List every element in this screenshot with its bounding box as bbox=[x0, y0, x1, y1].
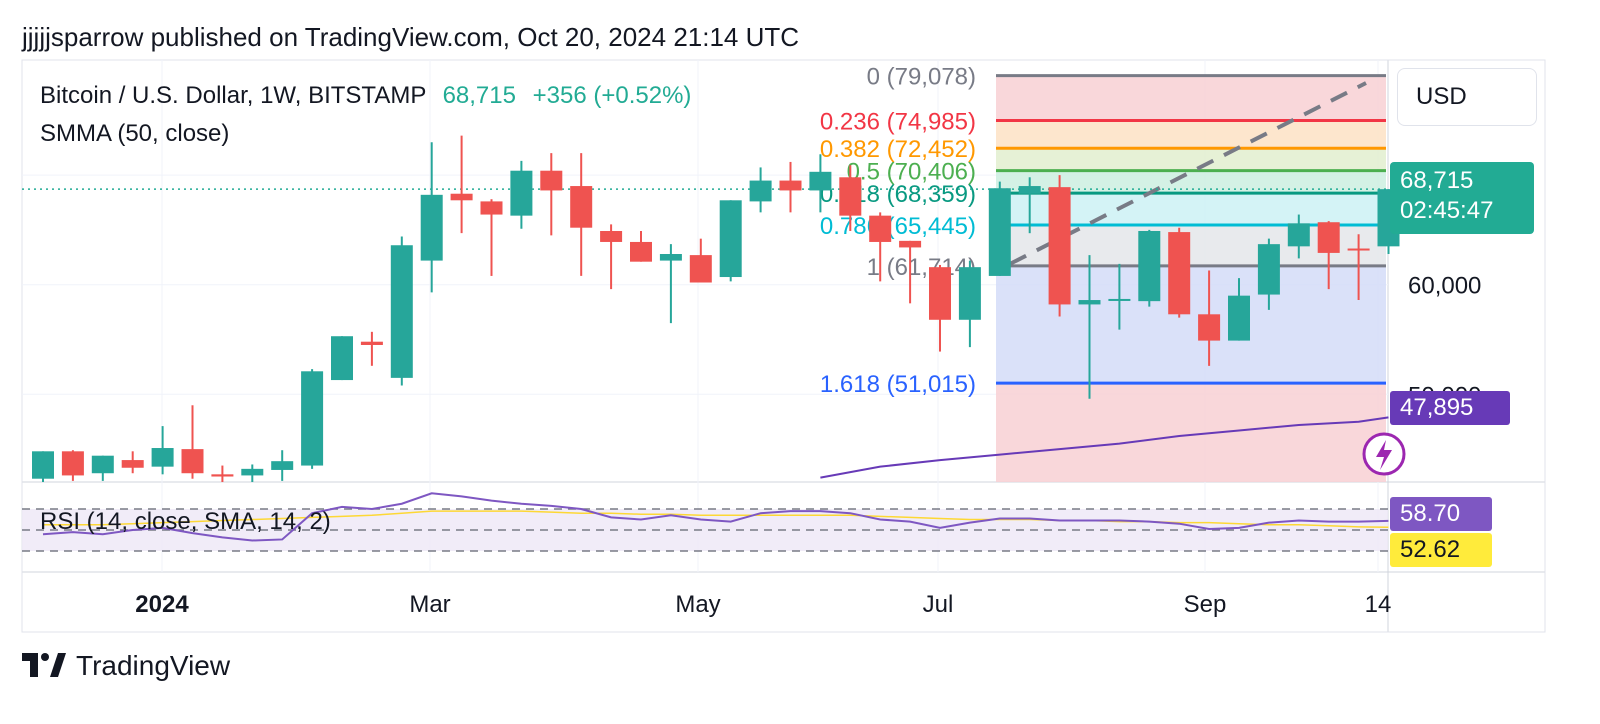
candle-body bbox=[988, 188, 1011, 276]
price-tag: 68,715 02:45:47 bbox=[1390, 162, 1534, 234]
symbol-name[interactable]: Bitcoin / U.S. Dollar, 1W, BITSTAMP bbox=[40, 82, 426, 109]
fib-level-label: 0.382 (72,452) bbox=[820, 136, 976, 163]
fib-level-label: 1.618 (51,015) bbox=[820, 371, 976, 398]
candle-body bbox=[241, 468, 264, 476]
candle-body bbox=[331, 336, 353, 381]
candle-body bbox=[1347, 248, 1370, 251]
lightning-bolt-icon bbox=[1376, 440, 1392, 470]
candle-body bbox=[1078, 300, 1101, 305]
fib-zone bbox=[996, 148, 1386, 171]
candle-body bbox=[958, 267, 981, 320]
fib-zone bbox=[996, 120, 1386, 149]
symbol-legend: Bitcoin / U.S. Dollar, 1W, BITSTAMP 68,7… bbox=[40, 82, 691, 110]
x-tick-label: Jul bbox=[923, 591, 954, 618]
candle-body bbox=[1257, 244, 1280, 295]
candle-body bbox=[61, 451, 84, 476]
candle-body bbox=[32, 451, 54, 479]
x-tick-label: May bbox=[675, 591, 720, 618]
candle-body bbox=[151, 448, 174, 467]
fib-level-label: 0.236 (74,985) bbox=[820, 108, 976, 135]
candle-body bbox=[1168, 232, 1191, 315]
candle-body bbox=[91, 455, 114, 474]
smma-tag: 47,895 bbox=[1390, 391, 1510, 425]
candle-body bbox=[1198, 314, 1221, 341]
fib-zone bbox=[996, 383, 1386, 482]
candle-body bbox=[540, 170, 563, 191]
candle-body bbox=[630, 241, 652, 262]
candle-body bbox=[510, 170, 533, 216]
candle-body bbox=[570, 186, 593, 228]
x-tick-label: 14 bbox=[1365, 591, 1392, 618]
x-tick-label: Mar bbox=[409, 591, 450, 618]
rsi-tag: 58.70 bbox=[1390, 497, 1492, 531]
fib-zone bbox=[996, 170, 1386, 194]
footer-logo[interactable]: TradingView bbox=[22, 650, 230, 682]
rsi-sma-tag: 52.62 bbox=[1390, 533, 1492, 567]
price-tag-countdown: 02:45:47 bbox=[1400, 197, 1494, 224]
candle-body bbox=[869, 215, 892, 242]
rsi-line bbox=[42, 492, 1389, 542]
candle-body bbox=[1138, 230, 1161, 302]
candle-body bbox=[929, 267, 951, 320]
candle-body bbox=[719, 200, 742, 278]
candle-body bbox=[420, 194, 443, 261]
fib-level-label: 1 (61,714) bbox=[867, 254, 976, 281]
candle-body bbox=[1228, 295, 1250, 341]
fib-level-label: 0 (79,078) bbox=[867, 64, 976, 91]
candle-body bbox=[1108, 298, 1131, 301]
candle-body bbox=[600, 230, 623, 242]
x-tick-label: Sep bbox=[1184, 591, 1227, 618]
y-tick-label: 60,000 bbox=[1408, 273, 1481, 300]
candle-body bbox=[689, 255, 712, 283]
candle-body bbox=[1317, 222, 1340, 253]
candle-body bbox=[749, 180, 772, 202]
candle-body bbox=[1018, 186, 1041, 194]
footer-brand: TradingView bbox=[76, 650, 231, 681]
price-tag-value: 68,715 bbox=[1400, 167, 1474, 194]
smma-line bbox=[820, 416, 1389, 479]
fib-zone bbox=[996, 75, 1386, 121]
candle-body bbox=[899, 240, 922, 248]
candle-body bbox=[1048, 187, 1071, 305]
candle-body bbox=[360, 341, 383, 345]
publisher-line: jjjjjsparrow published on TradingView.co… bbox=[22, 22, 800, 52]
currency-label: USD bbox=[1416, 83, 1467, 110]
x-tick-label: 2024 bbox=[135, 591, 189, 618]
candle-body bbox=[211, 474, 234, 477]
fib-level-label: 0.5 (70,406) bbox=[847, 159, 976, 186]
tradingview-logo-icon bbox=[22, 653, 66, 677]
price-change: +356 (+0.52%) bbox=[532, 82, 692, 109]
fib-level-label: 0.786 (65,445) bbox=[820, 213, 976, 240]
indicator-legend[interactable]: SMMA (50, close) bbox=[40, 120, 230, 147]
candle-body bbox=[301, 371, 324, 466]
candle-body bbox=[779, 180, 802, 191]
candle-body bbox=[450, 193, 473, 201]
candle-body bbox=[659, 254, 682, 261]
currency-selector[interactable]: USD bbox=[1397, 68, 1537, 126]
candle-body bbox=[839, 177, 862, 216]
candle-body bbox=[480, 201, 503, 215]
candle-body bbox=[390, 245, 413, 378]
candle-body bbox=[809, 171, 832, 191]
candle-body bbox=[121, 460, 144, 468]
candle-body bbox=[271, 461, 294, 470]
candle-body bbox=[181, 449, 204, 474]
outer-frame bbox=[21, 59, 1546, 633]
rsi-legend[interactable]: RSI (14, close, SMA, 14, 2) bbox=[40, 508, 331, 535]
candle-body bbox=[1287, 223, 1310, 247]
last-price: 68,715 bbox=[442, 82, 516, 109]
